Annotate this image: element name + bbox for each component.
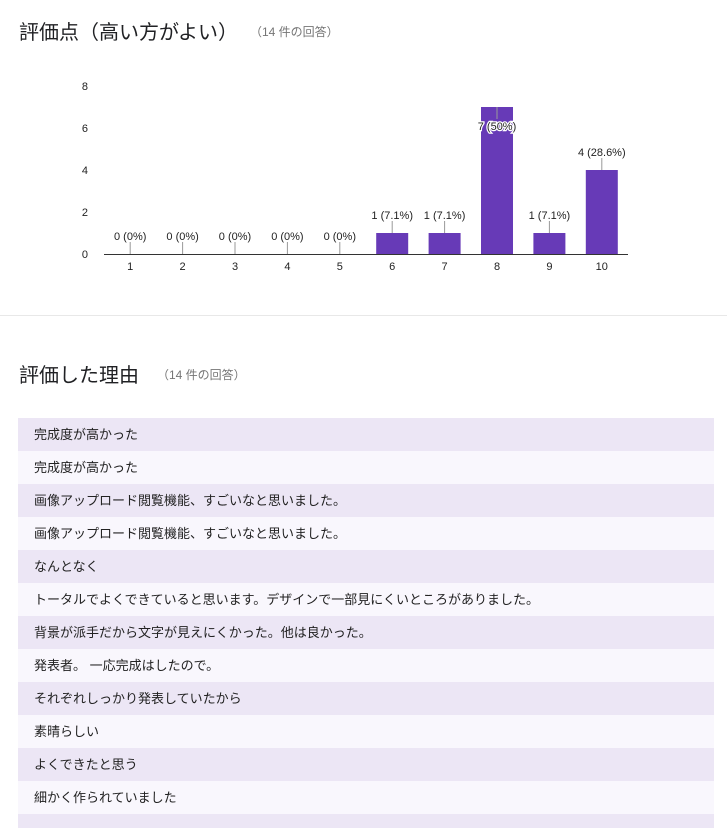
bar-6	[376, 233, 409, 254]
x-tick-label: 2	[180, 261, 186, 273]
response-list-item: 完成度が高かった	[18, 451, 714, 484]
data-label: 7 (50%)	[478, 121, 517, 133]
x-tick-label: 8	[494, 261, 500, 273]
response-count: （14 件の回答）	[157, 368, 246, 382]
y-tick-label: 8	[82, 81, 88, 93]
data-label: 4 (28.6%)	[578, 147, 626, 159]
response-list-item: それぞれしっかり発表していたから	[18, 682, 714, 715]
response-list-item: 完成度が高かった	[18, 418, 714, 451]
y-tick-label: 6	[82, 123, 88, 135]
data-label: 0 (0%)	[324, 231, 356, 243]
rating-bar-chart: 0 2 4 6 8 0 (0%) 1 0 (0%) 2 0 (0%) 3 0 (0%) 4 0 (0%) 5…	[82, 81, 628, 273]
response-list-item: 素晴らしい	[18, 715, 714, 748]
response-list-item: トータルでよくできていると思います。デザインで一部見にくいところがありました。	[18, 583, 714, 616]
x-tick-label: 4	[284, 261, 290, 273]
x-tick-label: 7	[442, 261, 448, 273]
question-title-rating: 評価点（高い方がよい） （14 件の回答）	[19, 16, 339, 45]
data-label: 1 (7.1%)	[529, 210, 571, 222]
response-list-item: 背景が派手だから文字が見えにくかった。他は良かった。	[18, 616, 714, 649]
data-label: 1 (7.1%)	[371, 210, 413, 222]
response-list-item: 画像アップロード閲覧機能、すごいなと思いました。	[18, 484, 714, 517]
y-tick-label: 2	[82, 207, 88, 219]
data-label: 1 (7.1%)	[424, 210, 466, 222]
data-label: 0 (0%)	[114, 231, 146, 243]
response-list-item	[18, 814, 714, 828]
response-list-item: 細かく作られていました	[18, 781, 714, 814]
data-label: 0 (0%)	[166, 231, 198, 243]
x-tick-label: 9	[546, 261, 552, 273]
y-tick-label: 4	[82, 165, 88, 177]
response-count: （14 件の回答）	[256, 25, 339, 39]
bar-9	[533, 233, 566, 254]
data-label: 0 (0%)	[219, 231, 251, 243]
x-tick-label: 5	[337, 261, 343, 273]
x-tick-label: 6	[389, 261, 395, 273]
section-divider	[0, 315, 727, 316]
question-title-reason: 評価した理由 （14 件の回答）	[19, 359, 246, 388]
x-tick-label: 10	[596, 261, 608, 273]
bar-7	[428, 233, 461, 254]
data-label: 0 (0%)	[271, 231, 303, 243]
response-list-item: よくできたと思う	[18, 748, 714, 781]
bar-10	[585, 170, 618, 254]
response-list-item: なんとなく	[18, 550, 714, 583]
x-tick-label: 1	[127, 261, 133, 273]
response-list-item: 画像アップロード閲覧機能、すごいなと思いました。	[18, 517, 714, 550]
question-title-text: 評価点（高い方がよい）	[19, 22, 238, 44]
response-list-item: 発表者。 一応完成はしたので。	[18, 649, 714, 682]
bar-8	[481, 107, 513, 254]
question-title-text: 評価した理由	[19, 365, 139, 387]
x-tick-label: 3	[232, 261, 238, 273]
response-list: 完成度が高かった 完成度が高かった 画像アップロード閲覧機能、すごいなと思いました。…	[18, 418, 714, 828]
y-tick-label: 0	[82, 249, 88, 261]
